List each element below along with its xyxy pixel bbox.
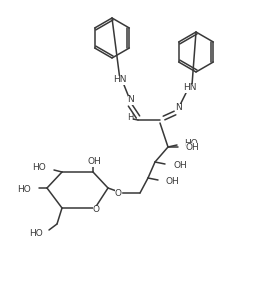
Text: O: O: [114, 188, 121, 198]
Text: HO: HO: [17, 185, 31, 194]
Text: OH: OH: [186, 143, 200, 152]
Text: OH: OH: [173, 160, 187, 169]
Text: OH: OH: [166, 176, 180, 185]
Text: HO: HO: [32, 163, 46, 172]
Text: OH: OH: [87, 158, 101, 166]
Text: HN: HN: [183, 83, 197, 92]
Text: HN: HN: [113, 76, 127, 85]
Text: O: O: [92, 205, 99, 214]
Text: N: N: [128, 95, 134, 104]
Text: HO: HO: [184, 139, 198, 147]
Text: HO: HO: [29, 229, 43, 237]
Text: N: N: [175, 104, 181, 113]
Text: H: H: [127, 114, 133, 123]
